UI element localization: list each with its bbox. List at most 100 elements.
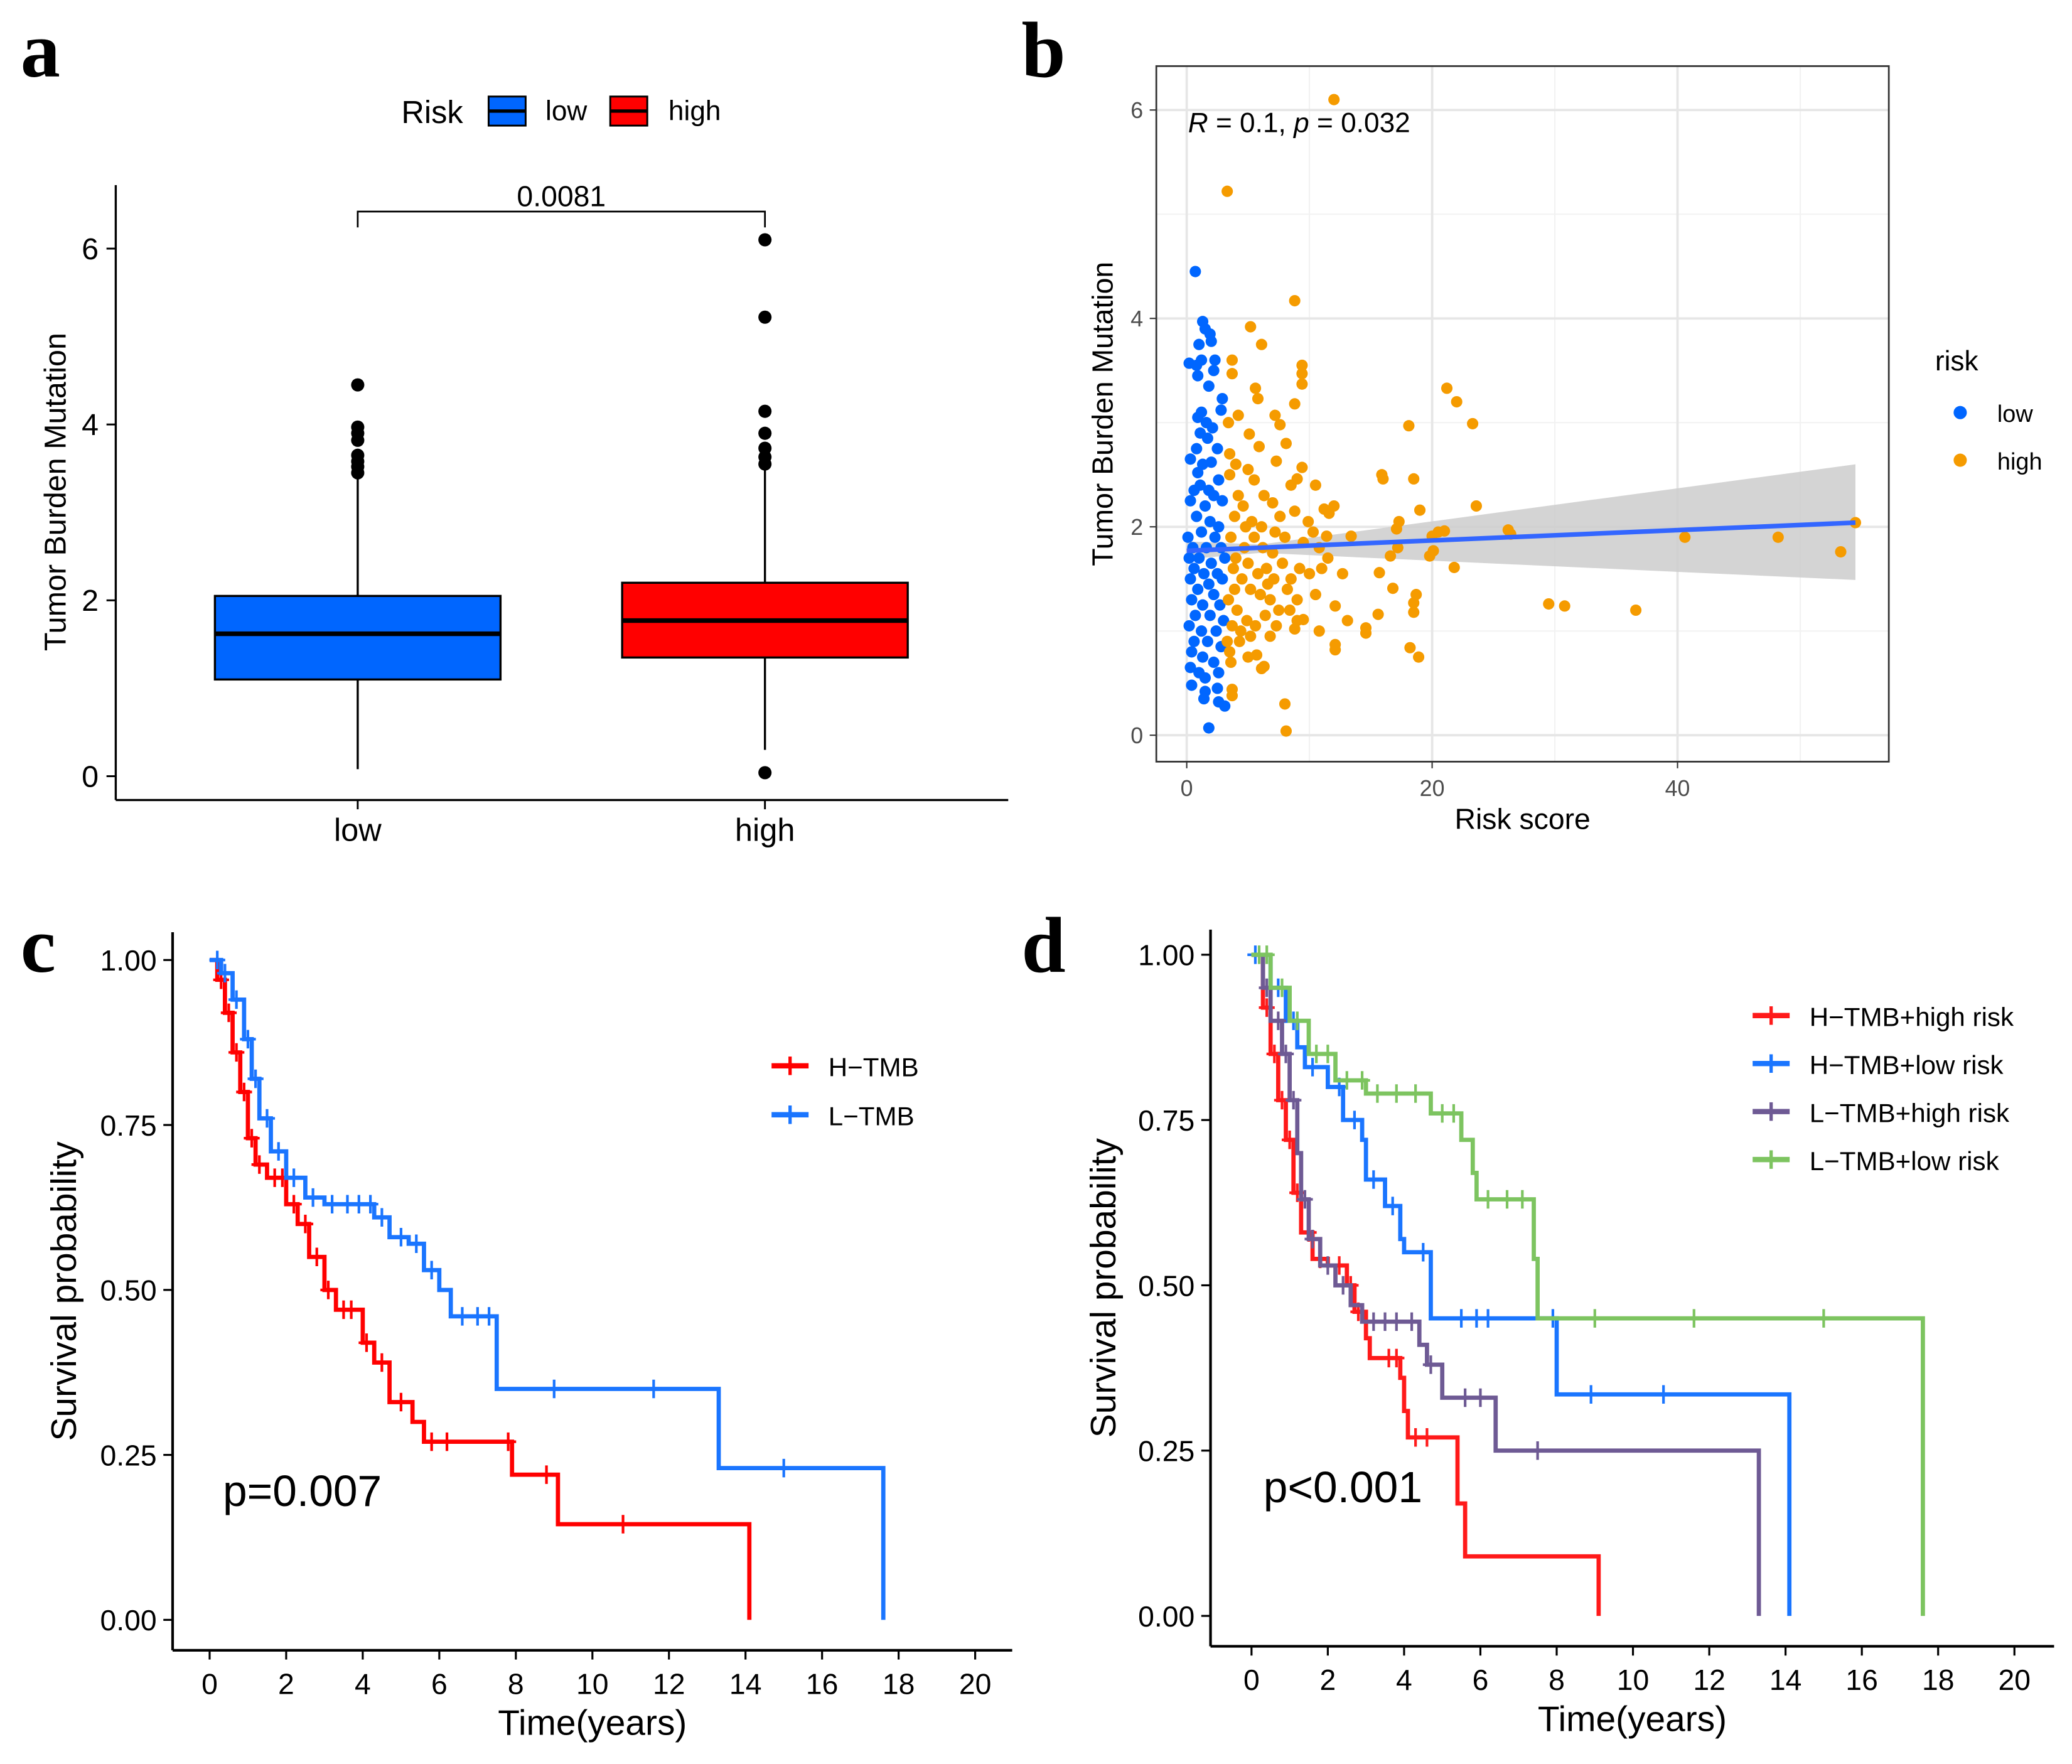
point-low [1213, 667, 1225, 679]
point-high [1470, 500, 1483, 512]
point-low [1188, 635, 1200, 647]
legend-label: L−TMB+high risk [1810, 1099, 2010, 1128]
legend-label: low [1997, 401, 2034, 428]
point-low [1193, 338, 1205, 350]
censor-mark [393, 1228, 409, 1247]
point-high [1294, 562, 1306, 574]
x-tick-label: 2 [278, 1667, 294, 1700]
point-high [1307, 526, 1319, 538]
point-high [1226, 684, 1238, 696]
legend-key-high [1953, 453, 1967, 467]
censor-mark [538, 1465, 555, 1484]
censor-mark [1457, 1388, 1473, 1407]
censor-mark [286, 1195, 302, 1213]
legend: Risk low high [401, 94, 721, 130]
point-low [1192, 370, 1204, 382]
censor-mark [358, 1333, 375, 1352]
point-low [1218, 615, 1230, 627]
point-high [1270, 455, 1282, 467]
censor-mark [1259, 945, 1275, 964]
y-tick-label: 0 [82, 760, 99, 793]
x-axis-title: Risk score [1455, 803, 1591, 836]
x-tick-label: 8 [1549, 1664, 1565, 1696]
y-tick-label: 0.75 [100, 1109, 157, 1142]
point-low [1206, 422, 1218, 434]
point-high [1225, 656, 1237, 669]
censor-mark [439, 1432, 455, 1451]
point-high [1273, 604, 1285, 616]
point-high [1279, 698, 1291, 710]
point-high [1403, 420, 1415, 432]
point-high [1269, 526, 1281, 538]
point-high [1245, 321, 1257, 333]
point-low [1192, 583, 1204, 595]
regression-line [1186, 520, 1856, 554]
point-low [1192, 466, 1204, 478]
point-high [1835, 546, 1847, 558]
point-high [1245, 583, 1257, 595]
point-high [1467, 417, 1479, 429]
censor-mark [1388, 1348, 1405, 1368]
censor-mark [1479, 1190, 1496, 1209]
point-low [1208, 365, 1220, 377]
censor-mark [304, 1188, 321, 1207]
point-low [1201, 433, 1213, 444]
x-tick-label: 40 [1665, 776, 1690, 801]
censor-mark [1499, 1190, 1515, 1209]
point-high [1323, 507, 1335, 519]
y-tick-label: 0.50 [1138, 1269, 1194, 1302]
point-high [1302, 515, 1314, 527]
point-high [1390, 523, 1402, 535]
outlier-point [758, 426, 772, 440]
point-high [1296, 461, 1308, 473]
point-high [1329, 644, 1341, 656]
point-low [1191, 443, 1203, 454]
censor-mark [1472, 1388, 1489, 1407]
point-low [1216, 573, 1228, 585]
censor-mark [408, 1234, 424, 1254]
point-high [1267, 547, 1279, 559]
censor-mark [615, 1515, 631, 1534]
point-high [1253, 441, 1265, 453]
point-high [1274, 510, 1286, 522]
point-high [1223, 448, 1236, 460]
censor-mark [1304, 1229, 1321, 1249]
point-high [1221, 635, 1233, 647]
point-high [1439, 525, 1451, 537]
censor-mark [1346, 1111, 1363, 1129]
p-value-label: p<0.001 [1264, 1463, 1422, 1512]
outlier-point [351, 378, 365, 392]
point-low [1183, 620, 1195, 632]
censor-mark [500, 1432, 517, 1451]
point-high [1309, 589, 1321, 601]
censor-mark [236, 1082, 252, 1102]
censor-mark [343, 1300, 360, 1320]
box-low [213, 594, 502, 681]
point-low [1189, 266, 1201, 277]
point-high [1441, 382, 1453, 394]
x-tick-label: low [334, 812, 382, 848]
censor-mark [1446, 1104, 1462, 1123]
point-high [1408, 597, 1420, 609]
x-axis-title: Time(years) [498, 1704, 687, 1743]
point-high [1237, 500, 1249, 512]
censor-mark [1274, 978, 1291, 998]
point-low [1219, 700, 1231, 712]
censor-mark [1453, 1309, 1469, 1328]
censor-mark [217, 964, 234, 983]
point-low [1196, 599, 1209, 611]
censor-mark [373, 1208, 390, 1227]
point-low [1199, 500, 1211, 512]
point-low [1213, 474, 1225, 486]
point-high [1268, 573, 1280, 585]
x-tick-label: 20 [959, 1667, 992, 1700]
point-high [1246, 515, 1258, 527]
point-high [1245, 630, 1257, 642]
y-tick-label: 2 [82, 584, 99, 618]
annotation-r-label: R [1188, 108, 1208, 139]
point-high [1679, 531, 1691, 543]
legend-label: low [545, 96, 588, 127]
point-high [1313, 625, 1325, 637]
censor-mark [259, 1109, 276, 1128]
point-high [1228, 510, 1240, 522]
